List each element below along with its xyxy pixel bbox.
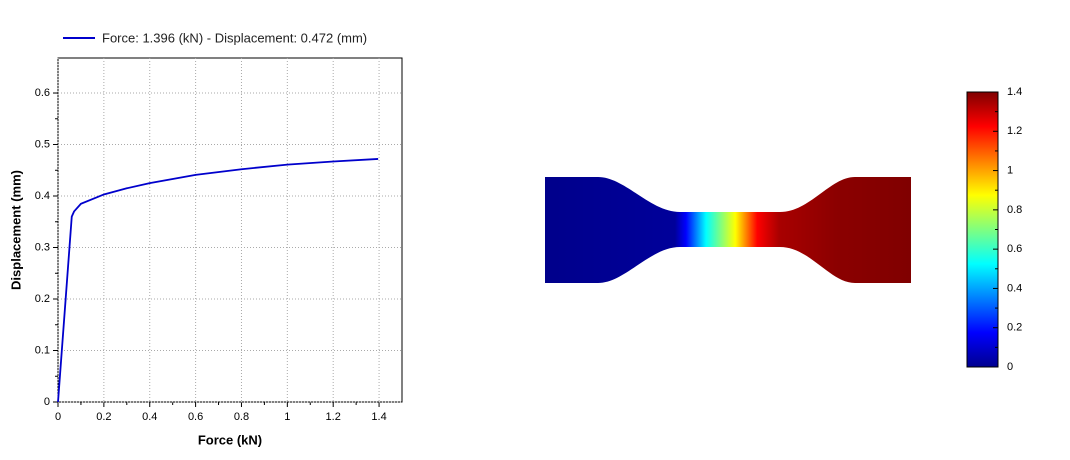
colorbar-tick-label: 1.2 [1007,125,1022,137]
data-line [57,158,379,403]
x-tick-label: 0.4 [142,411,157,423]
x-tick-label: 1.2 [326,411,341,423]
y-tick-label: 0 [44,396,50,408]
colorbar-tick-label: 0 [1007,361,1013,373]
colorbar: 0 0.2 0.4 0.6 0.8 1 1.2 1.4 [966,86,1022,373]
plot-area [57,57,403,403]
y-tick-label: 0.2 [35,293,50,305]
colorbar-tick-label: 0.6 [1007,243,1022,255]
colorbar-tick-label: 0.4 [1007,282,1022,294]
colorbar-tick-label: 1 [1007,164,1013,176]
x-tick-label: 1.4 [371,411,386,423]
y-axis-title: Displacement (mm) [8,170,23,290]
colorbar-tick-label: 0.8 [1007,204,1022,216]
line-chart: 0 0.2 0.4 0.6 0.8 1 1.2 1.4 0 0.1 0.2 0.3 0.4 0.5 0.6 F… [8,30,403,447]
y-tick-label: 0.3 [35,241,50,253]
y-tick-label: 0.5 [35,138,50,150]
colorbar-scale [966,91,999,368]
x-tick-label: 1 [284,411,290,423]
y-tick-label: 0.4 [35,190,50,202]
specimen [545,177,911,283]
legend-label: Force: 1.396 (kN) - Displacement: 0.472 … [102,30,367,45]
x-tick-label: 0.2 [96,411,111,423]
y-tick-label: 0.1 [35,344,50,356]
colorbar-tick-label: 0.2 [1007,322,1022,334]
x-tick-label: 0.6 [188,411,203,423]
y-tick-label: 0.6 [35,87,50,99]
x-tick-label: 0.8 [234,411,249,423]
x-axis-title: Force (kN) [198,432,262,447]
x-tick-label: 0 [55,411,61,423]
colorbar-tick-label: 1.4 [1007,86,1022,98]
